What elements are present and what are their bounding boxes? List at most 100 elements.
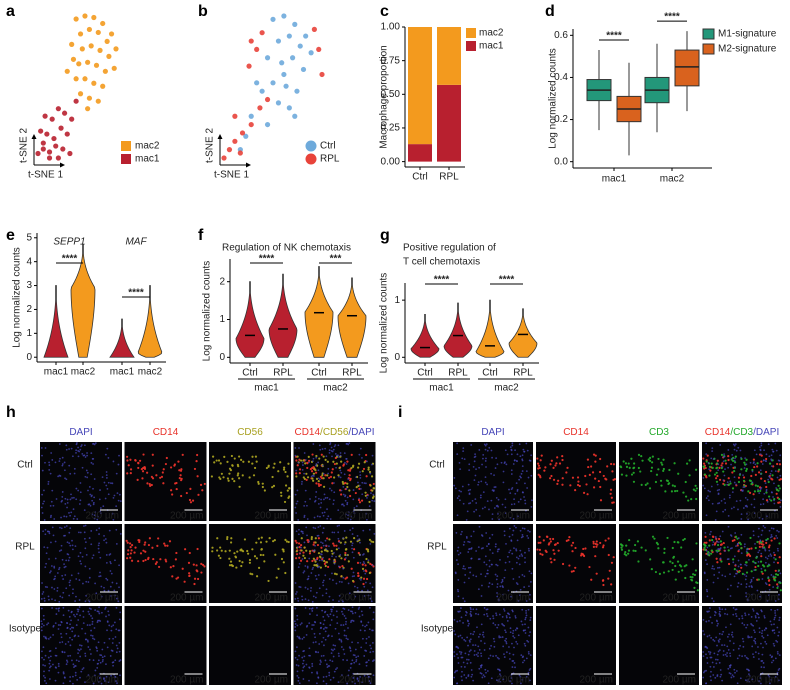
signal-dot <box>49 504 52 507</box>
image-bg <box>536 606 616 685</box>
signal-dot <box>709 656 712 659</box>
signal-dot <box>360 579 362 581</box>
legend-marker <box>702 28 715 40</box>
signal-dot <box>350 466 353 470</box>
signal-dot <box>318 478 321 481</box>
signal-dot <box>327 472 330 475</box>
signal-dot <box>104 608 106 610</box>
signal-dot <box>360 646 363 649</box>
signal-dot <box>591 471 595 474</box>
signal-dot <box>716 474 719 478</box>
signal-dot <box>530 454 533 457</box>
signal-dot <box>513 662 516 664</box>
signal-dot <box>566 466 569 469</box>
signal-dot <box>765 539 768 542</box>
signal-dot <box>211 550 214 553</box>
signal-dot <box>753 490 757 493</box>
signal-dot <box>130 544 134 547</box>
signal-dot <box>103 680 106 682</box>
signal-dot <box>94 511 97 514</box>
scale-label: 200 µm <box>254 675 288 686</box>
signal-dot <box>315 606 318 609</box>
signal-dot <box>506 555 509 558</box>
point <box>108 31 115 37</box>
signal-dot <box>488 537 491 539</box>
signal-dot <box>71 659 73 662</box>
signal-dot <box>529 654 532 657</box>
signal-dot <box>730 463 732 466</box>
signal-dot <box>287 462 290 465</box>
signal-dot <box>87 674 90 677</box>
signal-dot <box>110 629 113 632</box>
signal-dot <box>512 463 515 465</box>
signal-dot <box>42 646 45 649</box>
signal-dot <box>479 633 481 636</box>
signal-dot <box>213 461 216 464</box>
signal-dot <box>344 513 347 516</box>
signal-dot <box>524 502 527 505</box>
signal-dot <box>51 526 54 529</box>
signal-dot <box>85 553 88 556</box>
signal-dot <box>508 613 511 616</box>
signal-dot <box>371 660 374 662</box>
significance: **** <box>606 31 622 42</box>
signal-dot <box>226 536 229 539</box>
row-label: RPL <box>427 542 447 553</box>
point <box>283 83 289 89</box>
signal-dot <box>602 474 605 478</box>
signal-dot <box>240 564 243 568</box>
signal-dot <box>53 588 56 590</box>
y-tick-label: 1.00 <box>381 22 401 33</box>
y-tick-label: 5 <box>26 232 32 243</box>
signal-dot <box>371 454 374 457</box>
signal-dot <box>521 679 524 681</box>
signal-dot <box>477 613 480 616</box>
signal-dot <box>737 582 740 584</box>
signal-dot <box>465 676 468 679</box>
signal-dot <box>482 453 485 456</box>
signal-dot <box>588 473 591 476</box>
signal-dot <box>732 443 735 446</box>
micrograph: 200 µm <box>40 524 122 604</box>
signal-dot <box>65 448 68 451</box>
signal-dot <box>303 546 306 549</box>
signal-dot <box>67 655 69 657</box>
signal-dot <box>43 635 45 638</box>
signal-dot <box>308 679 310 682</box>
signal-dot <box>341 581 343 583</box>
signal-dot <box>116 597 119 600</box>
signal-dot <box>662 458 665 461</box>
signal-dot <box>761 572 764 575</box>
signal-dot <box>297 676 300 679</box>
signal-dot <box>757 613 760 616</box>
signal-dot <box>307 599 310 602</box>
point <box>44 131 50 137</box>
signal-dot <box>763 629 766 631</box>
signal-dot <box>740 583 743 586</box>
signal-dot <box>740 533 743 536</box>
signal-dot <box>99 510 102 513</box>
signal-dot <box>47 595 50 598</box>
signal-dot <box>648 487 652 490</box>
signal-dot <box>76 613 78 616</box>
signal-dot <box>111 482 114 485</box>
signal-dot <box>731 471 734 474</box>
point <box>102 68 108 74</box>
signal-dot <box>485 613 488 615</box>
signal-dot <box>718 632 721 635</box>
signal-dot <box>84 541 87 544</box>
signal-dot <box>251 455 254 458</box>
signal-dot <box>364 572 367 575</box>
signal-dot <box>259 553 262 557</box>
signal-dot <box>612 556 615 559</box>
signal-dot <box>718 571 721 574</box>
signal-dot <box>480 573 482 576</box>
signal-dot <box>745 561 748 564</box>
signal-dot <box>321 609 324 612</box>
signal-dot <box>726 655 728 658</box>
signal-dot <box>299 544 303 547</box>
signal-dot <box>702 651 705 653</box>
signal-dot <box>729 664 732 666</box>
signal-dot <box>162 482 165 485</box>
signal-dot <box>107 493 110 496</box>
